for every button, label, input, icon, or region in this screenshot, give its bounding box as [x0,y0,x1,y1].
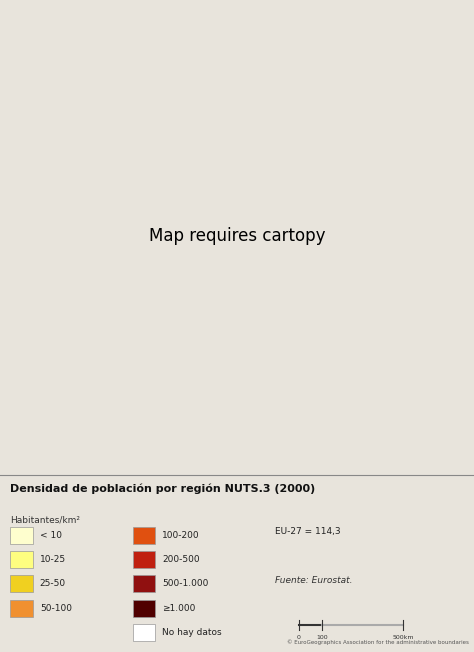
Bar [10,551,33,568]
Bar [133,600,155,617]
Bar [133,624,155,641]
Text: Map requires cartopy: Map requires cartopy [149,228,325,245]
Text: 50-100: 50-100 [40,604,72,613]
Bar [10,527,33,544]
Text: 100: 100 [317,636,328,640]
Text: © EuroGeographics Association for the administrative boundaries: © EuroGeographics Association for the ad… [287,639,469,645]
Text: < 10: < 10 [40,531,62,540]
Bar [10,600,33,617]
Bar [133,575,155,593]
Text: ≥1.000: ≥1.000 [162,604,195,613]
Text: Densidad de población por región NUTS.3 (2000): Densidad de población por región NUTS.3 … [10,484,316,494]
Text: EU-27 = 114,3: EU-27 = 114,3 [275,527,340,537]
Text: 10-25: 10-25 [40,555,66,564]
Text: 25-50: 25-50 [40,580,66,588]
Bar [10,575,33,593]
Text: Habitantes/km²: Habitantes/km² [10,516,81,525]
Text: 500-1.000: 500-1.000 [162,580,209,588]
Text: 100-200: 100-200 [162,531,200,540]
Text: 200-500: 200-500 [162,555,200,564]
Text: Fuente: Eurostat.: Fuente: Eurostat. [275,576,353,585]
Bar [133,551,155,568]
Bar [133,527,155,544]
Text: No hay datos: No hay datos [162,628,222,637]
Text: 500km: 500km [392,636,414,640]
Text: 0: 0 [297,636,301,640]
